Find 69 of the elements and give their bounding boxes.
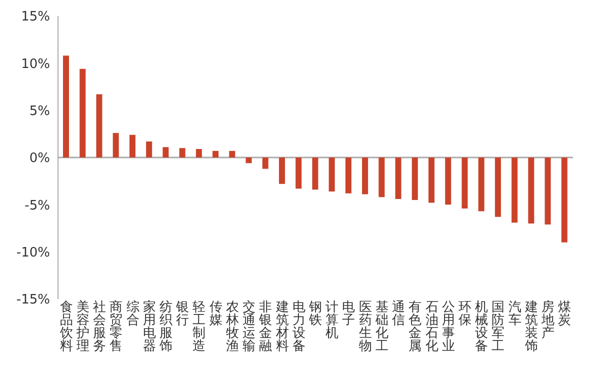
x-tick-label: 煤炭	[558, 300, 572, 328]
x-tick-label: 环保	[458, 300, 472, 328]
bar	[328, 158, 335, 192]
bar	[312, 158, 318, 190]
y-tick-label: -15%	[16, 292, 50, 308]
bar	[179, 148, 186, 158]
bar	[229, 150, 236, 158]
bar	[362, 158, 368, 194]
x-tick-label: 综合	[126, 300, 140, 328]
x-tick-label: 建筑材料	[274, 300, 289, 354]
bar	[296, 158, 302, 189]
bar	[395, 158, 402, 200]
bar	[378, 158, 385, 198]
x-tick-label: 建筑装饰	[524, 300, 538, 354]
x-tick-label: 交通运输	[242, 299, 256, 354]
bar	[112, 132, 119, 158]
x-tick-label: 机械设备	[475, 300, 488, 354]
y-tick-label: 10%	[21, 56, 50, 72]
x-tick-label: 通信	[392, 300, 406, 328]
x-tick-label: 银行	[175, 300, 190, 328]
x-tick-label: 有色金属	[408, 300, 422, 354]
bar	[428, 158, 434, 203]
x-tick-label: 国防军工	[492, 300, 505, 354]
x-tick-label: 计算机	[326, 300, 339, 341]
bar	[462, 158, 468, 208]
x-tick-label: 房地产	[540, 299, 555, 341]
bar	[512, 158, 518, 223]
bar	[528, 158, 534, 224]
y-tick-label: 15%	[21, 10, 50, 25]
x-tick-label: 公用事业	[442, 300, 455, 354]
bar	[278, 158, 285, 184]
bar	[561, 158, 568, 242]
y-tick-label: 0%	[29, 151, 50, 166]
y-tick-label: -5%	[24, 198, 50, 214]
bar	[212, 150, 219, 158]
bar	[96, 94, 102, 158]
x-tick-label: 社会服务	[93, 300, 106, 354]
bar	[478, 158, 484, 212]
bar	[262, 158, 268, 169]
x-tick-label: 家用电器	[142, 299, 156, 354]
x-tick-label: 轻工制造	[192, 300, 206, 354]
x-tick-label: 农林牧渔	[224, 300, 239, 354]
bar	[544, 158, 551, 224]
x-tick-label: 非银金融	[258, 300, 272, 354]
bar	[246, 158, 252, 164]
x-tick-label: 电子	[342, 300, 356, 328]
x-tick-label: 基础化工	[374, 300, 388, 354]
bar	[412, 158, 418, 200]
x-tick-label: 汽车	[508, 300, 522, 328]
x-tick-label: 食品饮料	[58, 300, 73, 354]
bar	[345, 158, 352, 194]
bar	[445, 158, 452, 205]
bar	[129, 134, 136, 158]
x-tick-label: 商贸零售	[110, 300, 123, 354]
bar	[162, 147, 169, 158]
x-tick-label: 医药生物	[358, 300, 372, 354]
x-tick-label: 钢铁	[308, 300, 322, 328]
x-tick-label: 传媒	[209, 300, 222, 328]
bar	[63, 56, 69, 158]
y-tick-label: -10%	[16, 245, 50, 260]
bar	[196, 149, 202, 158]
bar	[80, 68, 86, 158]
x-tick-label: 石油石化	[425, 300, 438, 354]
x-tick-label: 电力设备	[292, 300, 306, 354]
x-tick-label: 美容护理	[75, 299, 90, 354]
bar	[494, 158, 501, 217]
y-tick-label: 5%	[29, 104, 50, 119]
bar	[146, 141, 152, 158]
x-tick-label: 纺织服饰	[158, 300, 172, 354]
